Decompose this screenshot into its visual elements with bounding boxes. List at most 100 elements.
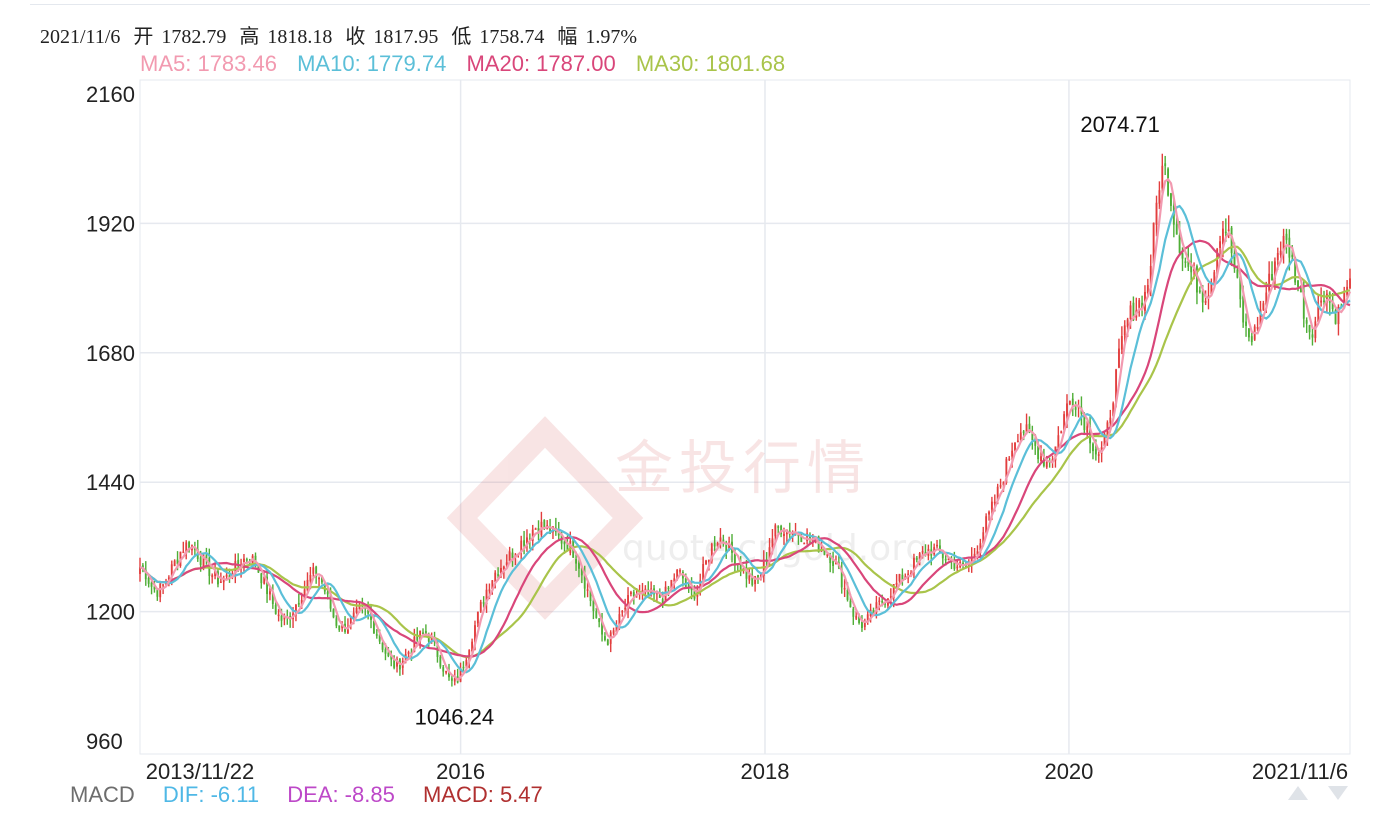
candle-body (1273, 261, 1276, 280)
candle-body (173, 560, 176, 567)
candle-body (485, 589, 488, 605)
candle-body (500, 568, 502, 574)
candle-body (892, 584, 895, 598)
candle-body (641, 590, 644, 593)
candle-body (430, 636, 433, 642)
candle-body (990, 501, 993, 510)
candle-body (976, 551, 979, 555)
candle-body (543, 519, 546, 528)
candle-body (459, 668, 462, 682)
candle-body (748, 575, 751, 581)
candle-body (266, 576, 269, 595)
candle-body (589, 590, 592, 601)
candle-body (295, 604, 297, 616)
candle-body (422, 632, 424, 634)
candle-body (1311, 334, 1314, 338)
candle-body (211, 575, 214, 578)
candle-body (1014, 442, 1016, 451)
candle-body (1083, 414, 1086, 430)
candle-body (898, 573, 901, 582)
candle-body (1178, 235, 1181, 253)
candle-body (979, 543, 982, 553)
candle-body (1265, 292, 1268, 305)
candle-body (791, 533, 794, 537)
low-label: 低 (451, 26, 472, 48)
candle-body (450, 678, 453, 681)
candle-body (1138, 300, 1141, 309)
candle-body (219, 581, 222, 584)
candle-body (188, 541, 191, 551)
candle-body (1086, 426, 1089, 433)
candle-body (367, 609, 370, 614)
dif-legend: DIF: -6.11 (162, 782, 260, 807)
candle-body (1152, 222, 1155, 264)
candle-body (1328, 292, 1331, 303)
candle-body (1161, 165, 1164, 189)
x-tick-label: 2016 (436, 759, 485, 784)
candle-body (1060, 431, 1063, 434)
candle-body (684, 578, 687, 587)
candle-body (1068, 401, 1071, 405)
low-value: 1758.74 (479, 26, 545, 48)
candle-body (615, 626, 618, 633)
candle-body (448, 671, 450, 678)
candle-body (202, 555, 205, 567)
candle-body (1109, 417, 1112, 424)
candle-body (1092, 443, 1094, 452)
candle-body (1126, 319, 1129, 327)
candle-body (881, 601, 884, 603)
candle-body (372, 621, 375, 634)
candle-body (332, 609, 335, 618)
open-label: 开 (133, 26, 154, 48)
y-tick-label: 2160 (86, 82, 135, 107)
candle-body (217, 571, 219, 585)
macd-legend: MACD DIF: -6.11 DEA: -8.85 MACD: 5.47 (70, 782, 565, 808)
scroll-down-arrow-icon[interactable] (1328, 786, 1348, 800)
candle-body (1279, 250, 1282, 255)
x-tick-label: 2020 (1044, 759, 1093, 784)
candle-body (352, 612, 355, 619)
candle-body (806, 533, 809, 541)
axis-labels: 960 1200 1440 1680 1920 2160 2013/11/22 2016 201… (86, 82, 1348, 784)
candle-body (733, 552, 736, 565)
candle-body (488, 589, 491, 592)
candle-body (878, 600, 881, 603)
candle-body (1268, 273, 1271, 291)
candle-body (309, 575, 312, 582)
candle-body (312, 567, 315, 574)
candle-body (1271, 273, 1273, 281)
candle-body (167, 577, 170, 580)
candle-body (771, 538, 774, 548)
candle-body (323, 581, 326, 592)
candle-body (1011, 450, 1014, 457)
close-label: 收 (345, 26, 366, 48)
candle-body (583, 574, 586, 589)
scroll-up-arrow-icon[interactable] (1288, 786, 1308, 800)
candle-body (774, 525, 777, 537)
candle-body (1071, 398, 1074, 407)
y-tick-label: 960 (86, 729, 123, 754)
candle-body (1115, 369, 1118, 402)
candle-body (1097, 454, 1100, 456)
y-tick-label: 1200 (86, 600, 135, 625)
candle-body (303, 589, 306, 600)
candle-body (800, 536, 803, 543)
candle-body (699, 580, 702, 591)
candle-body (1031, 433, 1034, 441)
candle-body (719, 537, 722, 542)
candle-body (858, 615, 861, 623)
candle-body (866, 614, 869, 623)
candle-body (846, 589, 849, 600)
candle-body (1019, 432, 1022, 441)
candle-body (1247, 328, 1250, 338)
candle-body (476, 611, 479, 624)
candle-body (1123, 325, 1126, 336)
candle-body (563, 541, 566, 545)
candle-body (973, 553, 976, 557)
candle-body (835, 562, 837, 565)
candle-body (687, 585, 690, 587)
candle-body (1343, 292, 1346, 309)
candle-body (222, 578, 225, 583)
candle-body (1146, 285, 1149, 294)
